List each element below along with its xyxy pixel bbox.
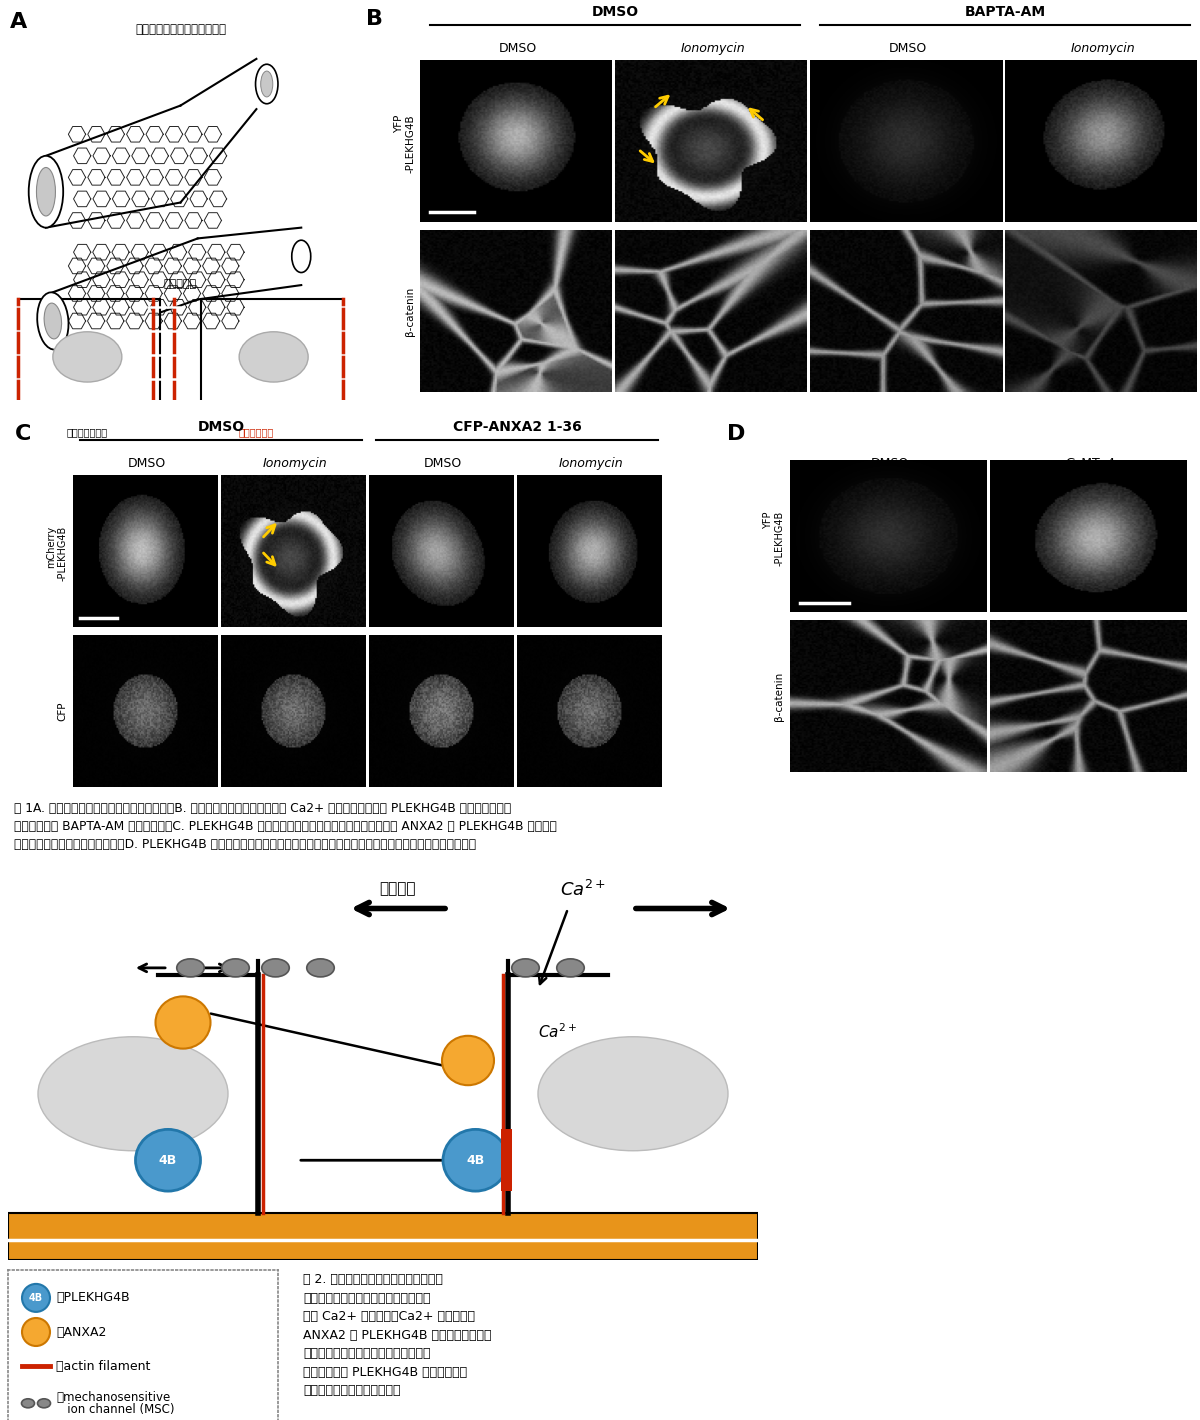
Text: 図 1A. 上皮細胞像からなる細胞層のモデル。B. イオノマイシンによる細胞内 Ca2+ 濃度の上昇による PLEKHG4B の細胞間接着部
位への局在と BA: 図 1A. 上皮細胞像からなる細胞層のモデル。B. イオノマイシンによる細胞内 … — [14, 801, 557, 851]
Text: DMSO: DMSO — [871, 457, 910, 470]
Ellipse shape — [36, 168, 55, 216]
Ellipse shape — [29, 156, 64, 227]
Text: DMSO: DMSO — [498, 43, 536, 55]
Text: DMSO: DMSO — [198, 420, 245, 435]
Text: 細胞間接着構造: 細胞間接着構造 — [67, 427, 108, 437]
Text: mCherry
-PLEKHG4B: mCherry -PLEKHG4B — [47, 527, 68, 581]
Text: Ionomycin: Ionomycin — [1070, 43, 1135, 55]
Circle shape — [22, 1318, 50, 1346]
Text: DMSO: DMSO — [128, 457, 166, 470]
Ellipse shape — [222, 959, 250, 977]
Circle shape — [443, 1129, 508, 1191]
Circle shape — [22, 1284, 50, 1312]
Text: ：ANXA2: ：ANXA2 — [56, 1325, 107, 1339]
Text: Ionomycin: Ionomycin — [263, 457, 328, 470]
Text: ion channel (MSC): ion channel (MSC) — [56, 1403, 174, 1416]
Text: 機械刺激: 機械刺激 — [379, 882, 416, 896]
Text: 上皮細胞層からなる管腔構造: 上皮細胞層からなる管腔構造 — [134, 23, 226, 36]
Text: YFP
-PLEKHG4B: YFP -PLEKHG4B — [394, 115, 415, 173]
Text: β-catenin: β-catenin — [774, 672, 785, 721]
Bar — [202, 300, 343, 415]
Text: 上皮細胞層: 上皮細胞層 — [164, 278, 197, 288]
Text: Ionomycin: Ionomycin — [680, 43, 745, 55]
Ellipse shape — [239, 332, 308, 382]
Text: β-catenin: β-catenin — [406, 287, 415, 337]
Circle shape — [442, 1035, 494, 1085]
Ellipse shape — [538, 1037, 728, 1150]
Text: 4B: 4B — [158, 1153, 178, 1167]
Ellipse shape — [307, 959, 335, 977]
Text: ：mechanosensitive: ：mechanosensitive — [56, 1390, 170, 1404]
Text: DMSO: DMSO — [888, 43, 926, 55]
Text: CFP: CFP — [58, 701, 68, 721]
Text: ：actin filament: ：actin filament — [56, 1359, 150, 1373]
Circle shape — [156, 997, 210, 1048]
Text: $Ca^{2+}$: $Ca^{2+}$ — [539, 1022, 577, 1041]
Ellipse shape — [557, 959, 584, 977]
Bar — [8, 1213, 758, 1260]
Text: DMSO: DMSO — [592, 6, 638, 18]
Text: A: A — [10, 13, 26, 33]
Text: 図 2. 細胞間に作用する機械的力によっ
て機械刺激依存性チャネルが開き細胞
内へ Ca2+ が流入し、Ca2+ を結合した
ANXA2 は PLEKHG4B : 図 2. 細胞間に作用する機械的力によっ て機械刺激依存性チャネルが開き細胞 内… — [302, 1274, 492, 1397]
Ellipse shape — [176, 959, 204, 977]
Text: 4B: 4B — [29, 1292, 43, 1304]
Text: ：PLEKHG4B: ：PLEKHG4B — [56, 1291, 130, 1305]
Ellipse shape — [53, 332, 122, 382]
Text: Ionomycin: Ionomycin — [559, 457, 623, 470]
Ellipse shape — [511, 959, 539, 977]
Text: C: C — [14, 425, 31, 444]
Text: BAPTA-AM: BAPTA-AM — [965, 6, 1045, 18]
Bar — [18, 415, 343, 440]
Ellipse shape — [262, 959, 289, 977]
Ellipse shape — [38, 1037, 228, 1150]
Ellipse shape — [44, 302, 61, 339]
Ellipse shape — [22, 1399, 35, 1407]
Text: D: D — [727, 425, 745, 444]
Ellipse shape — [37, 1399, 50, 1407]
Ellipse shape — [260, 71, 272, 97]
Text: CFP-ANXA2 1-36: CFP-ANXA2 1-36 — [452, 420, 581, 435]
Text: $Ca^{2+}$: $Ca^{2+}$ — [560, 879, 606, 899]
Bar — [500, 1129, 511, 1191]
Text: GsMTx4: GsMTx4 — [1066, 457, 1115, 470]
Text: 4B: 4B — [467, 1153, 485, 1167]
Text: DMSO: DMSO — [424, 457, 462, 470]
Text: アクチン骨格: アクチン骨格 — [239, 427, 274, 437]
Ellipse shape — [37, 293, 68, 349]
Ellipse shape — [292, 240, 311, 273]
Bar — [18, 300, 160, 415]
Text: YFP
-PLEKHG4B: YFP -PLEKHG4B — [763, 511, 785, 567]
Ellipse shape — [256, 64, 278, 104]
Text: B: B — [366, 9, 383, 28]
Circle shape — [136, 1129, 200, 1191]
